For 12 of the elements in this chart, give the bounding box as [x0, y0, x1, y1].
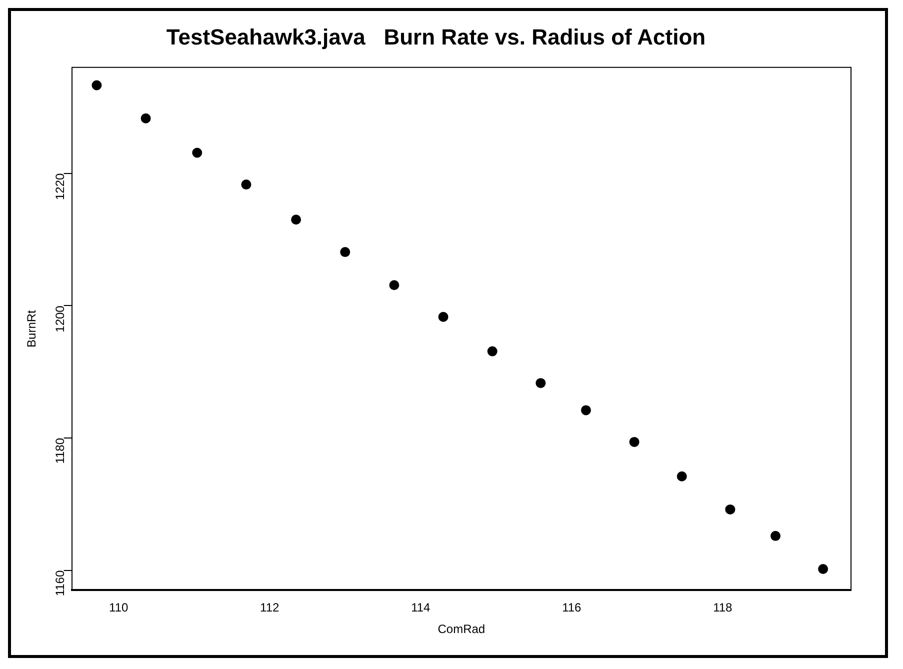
x-axis-title: ComRad [438, 622, 486, 636]
chart-title: TestSeahawk3.java Burn Rate vs. Radius of Action [166, 24, 706, 50]
x-tick-label: 118 [713, 600, 733, 615]
x-tick-label: 116 [562, 600, 582, 615]
x-tick-label: 110 [109, 600, 128, 615]
y-tick-label: 1160 [53, 570, 68, 596]
y-tick-label: 1200 [53, 305, 68, 332]
y-tick-label: 1220 [53, 172, 68, 200]
y-axis-title: BurnRt [24, 309, 39, 348]
x-tick-label: 114 [411, 600, 431, 615]
x-tick-label: 112 [260, 600, 280, 615]
y-tick-label: 1180 [53, 438, 68, 464]
